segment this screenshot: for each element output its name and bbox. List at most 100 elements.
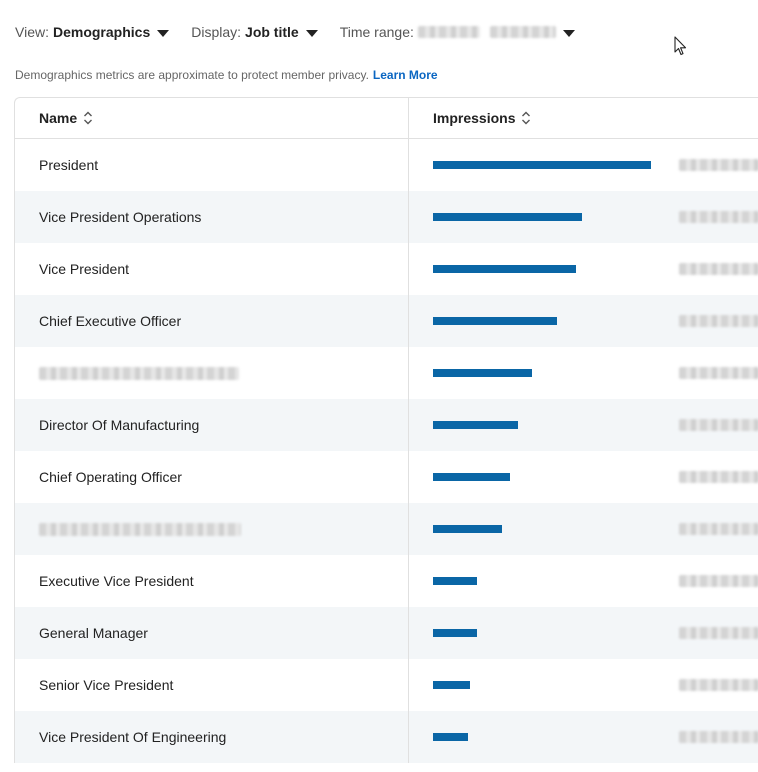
table-row: Chief Executive Officer	[15, 295, 758, 347]
name-cell: Senior Vice President	[15, 659, 409, 711]
view-value: Demographics	[52, 24, 151, 40]
mouse-cursor-icon	[674, 36, 687, 56]
name-cell: General Manager	[15, 607, 409, 659]
view-dropdown[interactable]: View: Demographics	[15, 24, 170, 40]
impressions-bar	[433, 317, 557, 325]
table-row: Chief Operating Officer	[15, 451, 758, 503]
name-cell: Vice President Of Engineering	[15, 711, 409, 763]
table-body: President Vice President Operations Vice P…	[15, 139, 758, 763]
redacted-job-title	[39, 366, 239, 380]
table-row: Vice President	[15, 243, 758, 295]
impressions-bar	[433, 369, 532, 377]
impressions-cell	[409, 503, 758, 555]
learn-more-link[interactable]: Learn More	[372, 68, 438, 82]
display-label: Display:	[191, 24, 242, 40]
redacted-impressions-value	[679, 471, 758, 483]
impressions-bar	[433, 733, 468, 741]
impressions-bar	[433, 629, 477, 637]
redacted-impressions-value	[679, 627, 758, 639]
time-range-label: Time range:	[339, 24, 414, 40]
impressions-bar	[433, 681, 470, 689]
job-title-text: Vice President	[39, 261, 130, 277]
job-title-text: Executive Vice President	[39, 573, 194, 589]
job-title-text: Director Of Manufacturing	[39, 417, 200, 433]
redacted-impressions-value	[679, 523, 758, 535]
table-row	[15, 347, 758, 399]
impressions-bar	[433, 213, 582, 221]
impressions-cell	[409, 243, 758, 295]
name-cell: Executive Vice President	[15, 555, 409, 607]
name-cell: Vice President	[15, 243, 409, 295]
table-row: General Manager	[15, 607, 758, 659]
name-cell: President	[15, 139, 409, 191]
table-row: Vice President Operations	[15, 191, 758, 243]
filter-toolbar: View: Demographics Display: Job title Ti…	[15, 20, 597, 44]
table-row: President	[15, 139, 758, 191]
name-cell	[15, 503, 409, 555]
redacted-start-date	[417, 26, 480, 38]
impressions-cell	[409, 399, 758, 451]
redacted-end-date	[489, 26, 556, 38]
name-cell: Chief Executive Officer	[15, 295, 409, 347]
redacted-impressions-value	[679, 315, 758, 327]
redacted-impressions-value	[679, 419, 758, 431]
caret-down-icon	[305, 29, 318, 37]
name-header-label: Name	[39, 110, 78, 126]
impressions-cell	[409, 347, 758, 399]
impressions-bar	[433, 265, 576, 273]
name-cell	[15, 347, 409, 399]
name-cell: Vice President Operations	[15, 191, 409, 243]
redacted-impressions-value	[679, 211, 758, 223]
display-dropdown[interactable]: Display: Job title	[191, 24, 318, 40]
impressions-cell	[409, 711, 758, 763]
display-value: Job title	[245, 24, 299, 40]
name-column-header[interactable]: Name	[15, 98, 409, 138]
impressions-cell	[409, 295, 758, 347]
privacy-notice: Demographics metrics are approximate to …	[15, 68, 438, 82]
demographics-table: Name Impressions President Vice President…	[14, 97, 758, 763]
job-title-text: Vice President Operations	[39, 209, 202, 225]
redacted-impressions-value	[679, 679, 758, 691]
job-title-text: Senior Vice President	[39, 677, 174, 693]
table-row: Senior Vice President	[15, 659, 758, 711]
impressions-bar	[433, 577, 477, 585]
impressions-cell	[409, 191, 758, 243]
impressions-bar	[433, 421, 518, 429]
sort-icon	[84, 111, 93, 125]
caret-down-icon	[157, 29, 170, 37]
job-title-text: President	[39, 157, 99, 173]
job-title-text: Chief Executive Officer	[39, 313, 182, 329]
impressions-header-label: Impressions	[433, 110, 516, 126]
table-row: Vice President Of Engineering	[15, 711, 758, 763]
impressions-column-header[interactable]: Impressions	[409, 98, 758, 138]
impressions-cell	[409, 659, 758, 711]
redacted-impressions-value	[679, 731, 758, 743]
table-row	[15, 503, 758, 555]
time-range-dropdown[interactable]: Time range:	[340, 24, 575, 40]
impressions-bar	[433, 525, 502, 533]
impressions-bar	[433, 473, 510, 481]
impressions-cell	[409, 451, 758, 503]
table-header: Name Impressions	[15, 98, 758, 139]
redacted-impressions-value	[679, 263, 758, 275]
redacted-impressions-value	[679, 575, 758, 587]
job-title-text: Vice President Of Engineering	[39, 729, 227, 745]
job-title-text: General Manager	[39, 625, 148, 641]
redacted-impressions-value	[679, 159, 758, 171]
name-cell: Director Of Manufacturing	[15, 399, 409, 451]
time-range-value-redacted	[417, 26, 556, 38]
table-row: Executive Vice President	[15, 555, 758, 607]
impressions-cell	[409, 555, 758, 607]
impressions-bar	[433, 161, 651, 169]
redacted-impressions-value	[679, 367, 758, 379]
redacted-job-title	[39, 522, 241, 536]
view-label: View:	[15, 24, 49, 40]
sort-icon	[522, 111, 531, 125]
privacy-notice-text: Demographics metrics are approximate to …	[15, 68, 369, 82]
job-title-text: Chief Operating Officer	[39, 469, 182, 485]
caret-down-icon	[562, 29, 575, 37]
impressions-cell	[409, 139, 758, 191]
impressions-cell	[409, 607, 758, 659]
name-cell: Chief Operating Officer	[15, 451, 409, 503]
